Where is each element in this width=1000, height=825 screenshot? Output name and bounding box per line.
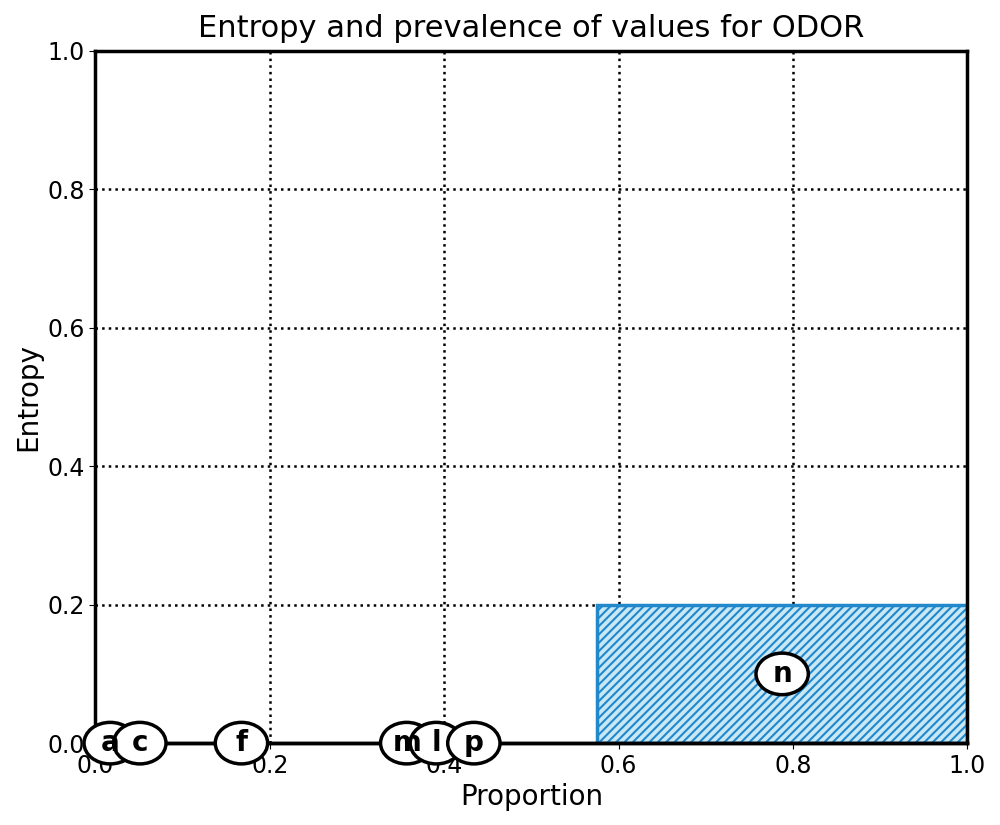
Bar (597, 605, 967, 743)
X-axis label: Proportion: Proportion (460, 783, 603, 811)
Title: Entropy and prevalence of values for ODOR: Entropy and prevalence of values for ODO… (198, 14, 865, 43)
Circle shape (448, 723, 500, 764)
Circle shape (84, 723, 136, 764)
Text: f: f (235, 729, 248, 757)
Text: a: a (101, 729, 120, 757)
Text: n: n (772, 660, 792, 688)
Text: c: c (132, 729, 148, 757)
Circle shape (215, 723, 268, 764)
Text: p: p (464, 729, 484, 757)
Circle shape (114, 723, 166, 764)
Text: l: l (432, 729, 441, 757)
Circle shape (381, 723, 433, 764)
Circle shape (410, 723, 463, 764)
Circle shape (756, 653, 808, 695)
Y-axis label: Entropy: Entropy (14, 343, 42, 451)
Text: m: m (392, 729, 421, 757)
